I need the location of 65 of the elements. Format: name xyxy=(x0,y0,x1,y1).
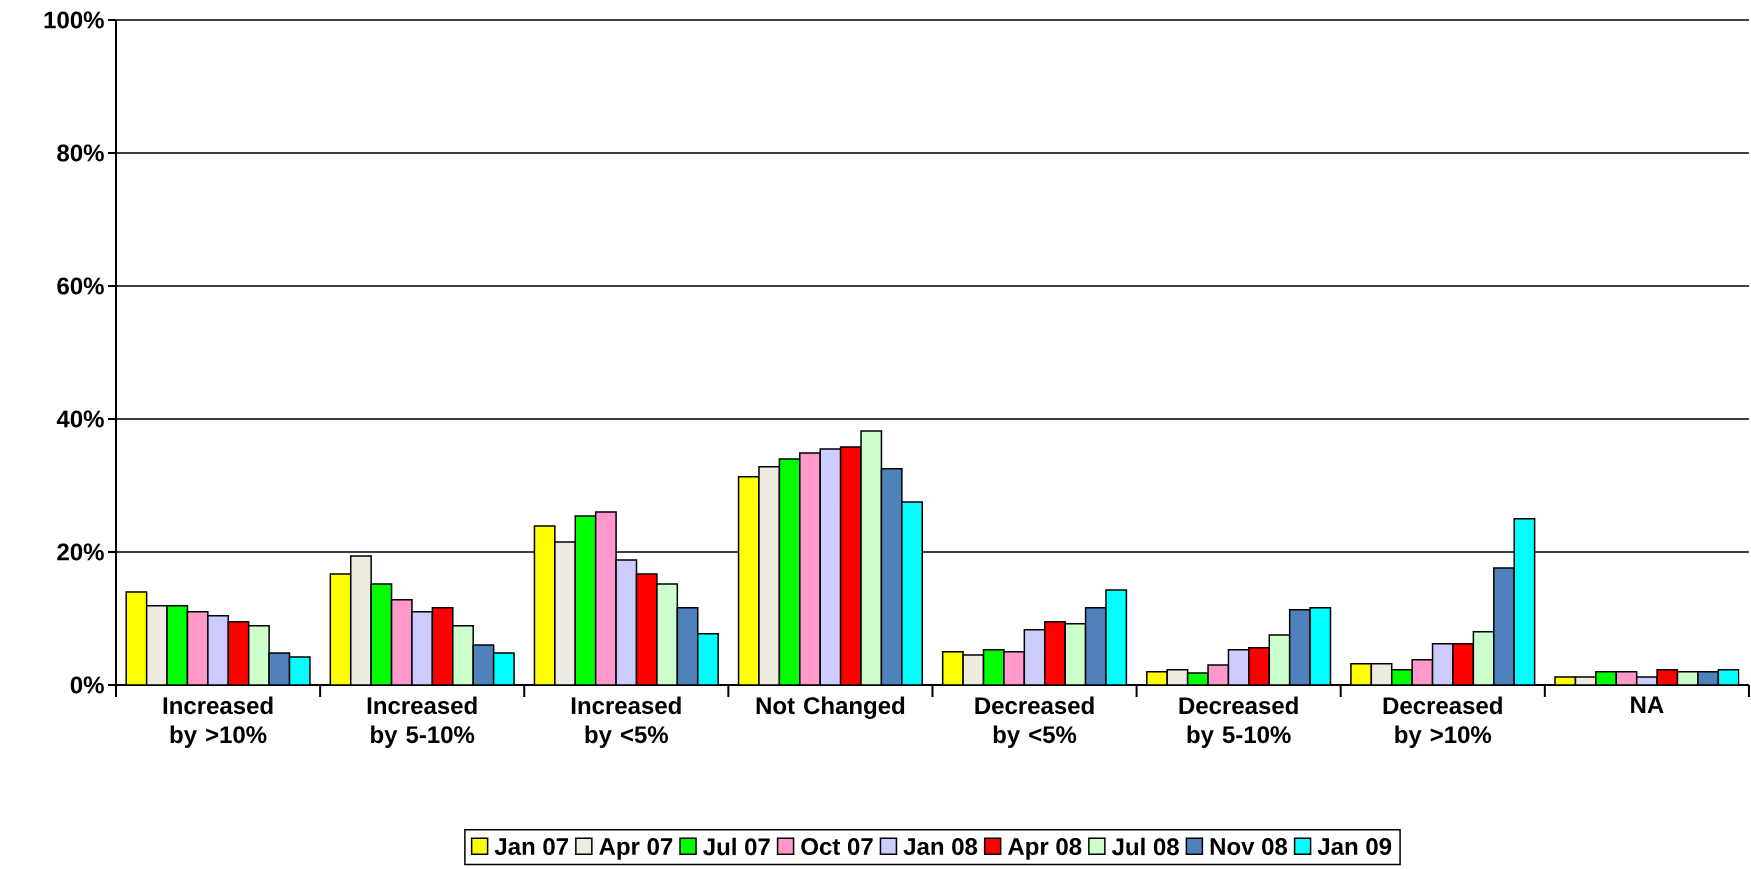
bar xyxy=(247,625,270,685)
bar xyxy=(819,448,842,685)
legend-label: Jan 08 xyxy=(903,838,978,856)
bar xyxy=(1309,607,1332,685)
bar xyxy=(1064,623,1087,685)
x-tick-label: Decreased by >10% xyxy=(1383,696,1502,748)
bar xyxy=(778,458,801,685)
bar xyxy=(594,511,617,685)
bar xyxy=(1043,621,1066,685)
legend-label: Apr 08 xyxy=(1008,838,1082,860)
bar xyxy=(574,515,597,685)
bar xyxy=(390,599,413,685)
bar xyxy=(349,555,372,685)
legend-label: Jan 07 xyxy=(494,838,569,856)
bar xyxy=(860,430,883,685)
x-tick-label: Increased by >10% xyxy=(163,696,273,748)
legend-label: Jul 08 xyxy=(1111,837,1179,856)
bar xyxy=(411,611,434,685)
bar xyxy=(901,501,924,685)
bar xyxy=(880,468,903,685)
x-tick-label: NA xyxy=(1631,696,1664,714)
legend-label: Nov 08 xyxy=(1210,838,1288,856)
bar xyxy=(839,446,862,685)
bar xyxy=(125,591,148,685)
legend-label: Jan 09 xyxy=(1317,838,1392,856)
bar xyxy=(1268,634,1291,685)
bar xyxy=(941,650,964,685)
bar xyxy=(533,525,556,685)
y-tick-label: 100% xyxy=(44,11,104,29)
bar xyxy=(186,611,209,685)
x-tick-label: Not Changed xyxy=(756,696,905,719)
bar xyxy=(982,648,1005,685)
bar xyxy=(207,615,230,685)
bar xyxy=(1003,650,1026,685)
x-tick-label: Decreased by 5-10% xyxy=(1179,696,1298,748)
bar xyxy=(370,583,393,685)
bar xyxy=(1227,648,1250,685)
y-tick-label: 20% xyxy=(57,543,104,561)
bar xyxy=(145,605,168,685)
bar xyxy=(1288,609,1311,685)
bar xyxy=(615,559,638,685)
legend-label: Oct 07 xyxy=(801,838,873,856)
bar xyxy=(1248,647,1271,685)
bar xyxy=(1084,607,1107,685)
bar xyxy=(554,541,577,685)
x-tick-label: Increased by 5-10% xyxy=(367,696,477,748)
bar xyxy=(329,573,352,685)
x-tick-label: Increased by <5% xyxy=(571,696,681,748)
bar xyxy=(1513,517,1536,685)
x-tick-label: Decreased by <5% xyxy=(975,696,1094,748)
bar xyxy=(737,476,760,685)
bar xyxy=(656,583,679,685)
y-tick-label: 0% xyxy=(70,676,104,694)
bar xyxy=(227,621,250,685)
legend-label: Jul 07 xyxy=(703,837,770,856)
bar xyxy=(431,607,454,685)
legend-label: Apr 07 xyxy=(599,838,673,860)
bar xyxy=(635,573,658,685)
y-tick-label: 80% xyxy=(57,144,104,162)
bar xyxy=(166,605,189,685)
bar xyxy=(1105,589,1128,685)
y-tick-label: 40% xyxy=(56,410,104,428)
y-tick-label: 60% xyxy=(57,277,104,295)
bar xyxy=(758,466,781,685)
bar xyxy=(676,607,699,685)
